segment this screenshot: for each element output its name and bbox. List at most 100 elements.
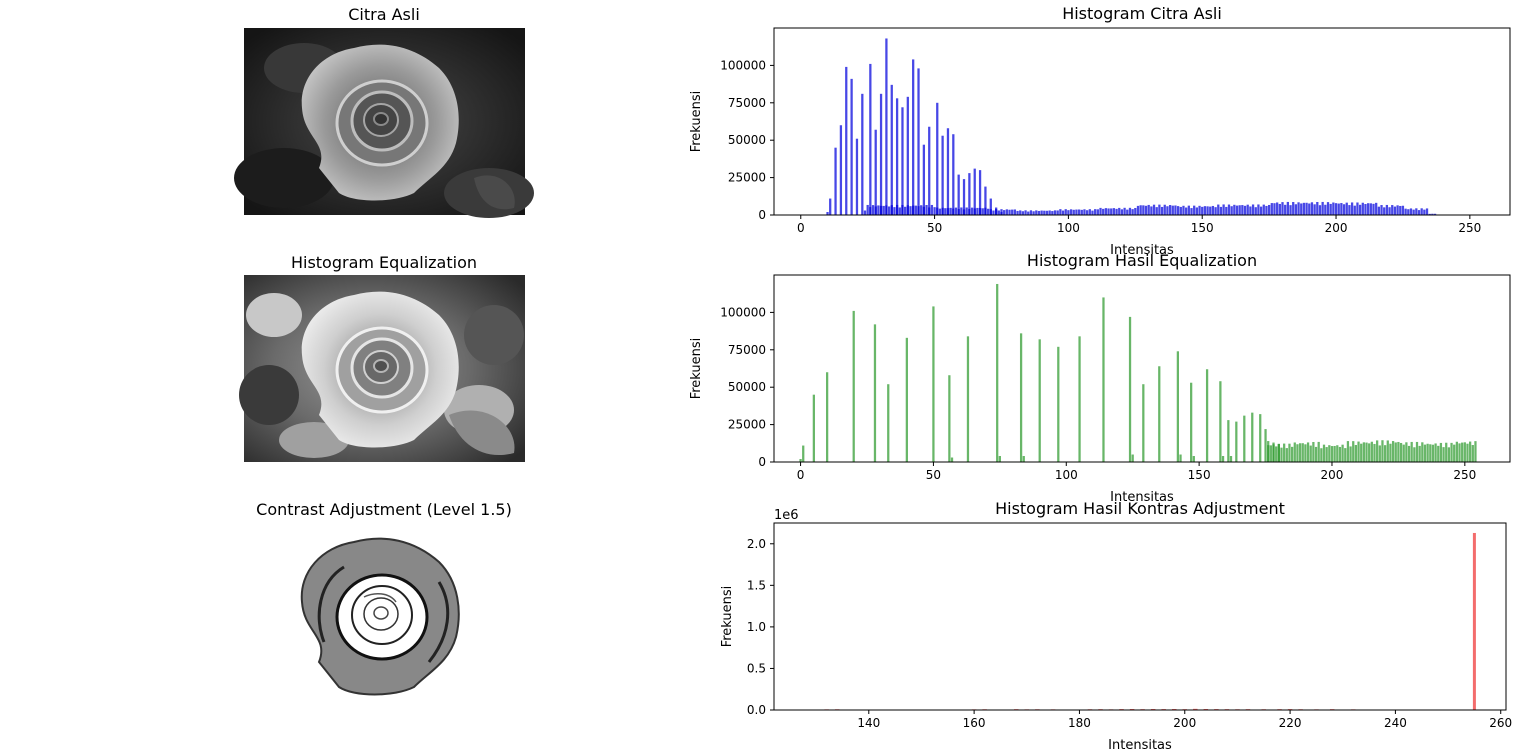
histogram-bar: [829, 198, 832, 215]
histogram-bar: [893, 207, 896, 215]
y-axis-label: Frekuensi: [689, 91, 704, 153]
histogram-bar: [1373, 443, 1376, 462]
histogram-bar: [1439, 442, 1443, 462]
histogram-bar: [1413, 447, 1416, 462]
axes-frame: [773, 27, 1511, 216]
histogram-bar: [1292, 202, 1295, 215]
histogram-bar: [1152, 204, 1156, 215]
histogram-bar: [1412, 209, 1415, 215]
histogram-bar: [1314, 446, 1318, 462]
histogram-bar: [802, 445, 805, 462]
histogram-bar: [1358, 204, 1362, 215]
histogram-bar: [1326, 202, 1330, 215]
histogram-bar: [1225, 206, 1228, 215]
histogram-bar: [1325, 447, 1328, 462]
histogram-bar: [863, 210, 867, 215]
histogram-bar: [1350, 202, 1354, 215]
image-title-contrast: Contrast Adjustment (Level 1.5): [256, 500, 512, 519]
histogram-bar: [970, 207, 974, 215]
histogram-bar: [948, 375, 951, 462]
histogram-bar: [1064, 209, 1067, 215]
histogram-bar: [1385, 204, 1389, 215]
histogram-bar: [1160, 206, 1164, 215]
histogram-bar: [1415, 441, 1419, 462]
histogram-bar: [1378, 445, 1381, 462]
x-tick-label: 0: [797, 221, 805, 235]
histogram-bar: [1309, 445, 1312, 462]
histogram-bar: [1235, 421, 1238, 462]
x-tick-label: 140: [857, 716, 880, 730]
histogram-bar: [852, 310, 855, 462]
histogram-bar: [1273, 203, 1276, 215]
histogram-bar: [1377, 206, 1380, 215]
histogram-bar: [1415, 208, 1418, 215]
histogram-contrast: Histogram Hasil Kontras Adjustment 140 160…: [720, 499, 1512, 753]
histogram-bar: [1072, 209, 1075, 215]
histogram-bar: [1091, 210, 1094, 215]
histogram-bar: [952, 134, 955, 215]
histogram-bar: [1227, 420, 1230, 462]
rose-image-original: [234, 28, 534, 218]
histogram-bar: [1192, 456, 1195, 462]
histogram-bar: [1115, 208, 1118, 215]
histogram-bar: [1045, 210, 1049, 215]
histogram-bar: [1285, 448, 1288, 462]
histogram-bar: [998, 456, 1001, 462]
histogram-bar: [1142, 384, 1145, 462]
histogram-bar: [1447, 447, 1451, 462]
histogram-bar: [1337, 203, 1340, 215]
histogram-bar: [855, 138, 859, 215]
histogram-bar: [1136, 205, 1140, 215]
histogram-bar: [989, 198, 992, 215]
bars-group: [824, 532, 1476, 711]
x-tick-label: 150: [1188, 468, 1211, 482]
histogram-bar: [1324, 204, 1327, 215]
histogram-bar: [1302, 202, 1306, 215]
histogram-bar: [1126, 209, 1129, 215]
histogram-bar: [850, 78, 853, 215]
histogram-bar: [839, 125, 843, 215]
histogram-bar: [1310, 202, 1314, 215]
histogram-bar: [1278, 203, 1281, 215]
histogram-bar: [1227, 204, 1231, 215]
histogram-bar: [799, 459, 802, 462]
histogram-bar: [1318, 205, 1322, 215]
histogram-bar: [909, 206, 912, 215]
histogram-bar: [914, 205, 917, 215]
histogram-bar: [1051, 211, 1054, 215]
histogram-bar: [1301, 443, 1304, 462]
histogram-bar: [1102, 208, 1105, 215]
histogram-bar: [1289, 205, 1292, 215]
histogram-bar: [1214, 207, 1217, 215]
image-title-original: Citra Asli: [348, 5, 420, 24]
histogram-bar: [1265, 205, 1268, 215]
histogram-bar: [917, 68, 920, 215]
histogram-bar: [1008, 209, 1011, 215]
histogram-bar: [1345, 202, 1348, 215]
histogram-bar: [1219, 206, 1223, 215]
histogram-bar: [1433, 213, 1437, 215]
histogram-bar: [845, 66, 848, 215]
histogram-bar: [992, 210, 995, 215]
histogram-bar: [946, 128, 950, 215]
histogram-bar: [1404, 208, 1407, 215]
histogram-bar: [930, 204, 934, 215]
histogram-bar: [1179, 454, 1182, 462]
histogram-bar: [1417, 210, 1421, 215]
histogram-bar: [1229, 456, 1233, 462]
chart-title: Histogram Hasil Equalization: [1027, 251, 1257, 270]
histogram-bar: [871, 205, 875, 215]
histogram-bar: [1128, 316, 1132, 462]
x-tick-label: 250: [1453, 468, 1476, 482]
histogram-bar: [936, 102, 939, 215]
histogram-bar: [1288, 443, 1291, 462]
histogram-bar: [1383, 445, 1387, 462]
histogram-bar: [1211, 205, 1215, 215]
y-tick-label: 25000: [728, 418, 766, 432]
histogram-bar: [1437, 445, 1440, 462]
histogram-bar: [1150, 206, 1153, 215]
histogram-bar: [1057, 346, 1060, 462]
histogram-bar: [1147, 204, 1150, 215]
histogram-bar: [1300, 203, 1303, 215]
x-tick-label: 180: [1068, 716, 1091, 730]
